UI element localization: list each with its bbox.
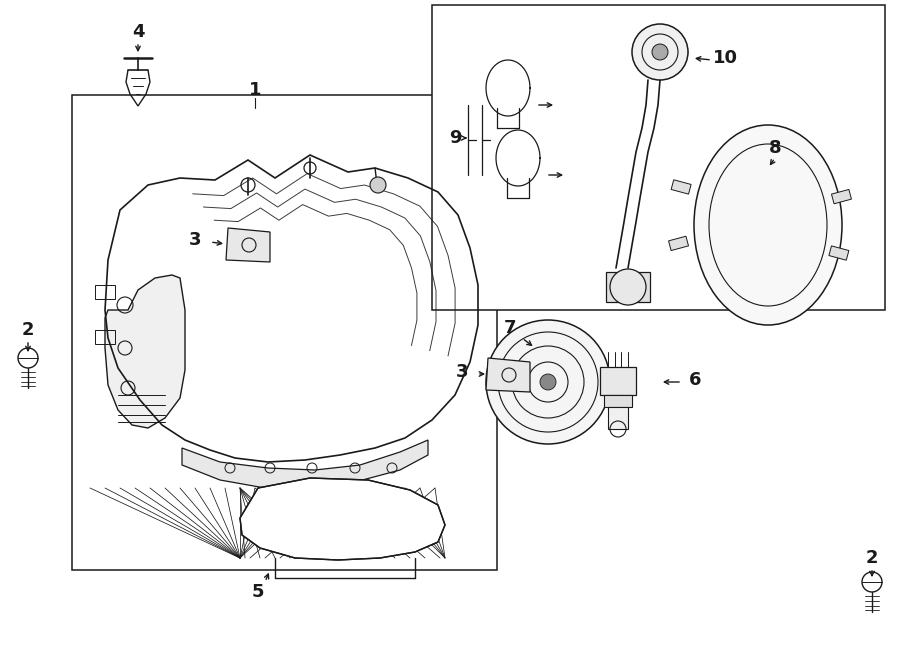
Circle shape [370, 177, 386, 193]
Text: 6: 6 [688, 371, 701, 389]
Text: 5: 5 [252, 583, 265, 601]
Text: 2: 2 [22, 321, 34, 339]
Bar [72, 95, 497, 570]
Text: 1: 1 [248, 81, 261, 99]
Text: 3: 3 [189, 231, 202, 249]
Ellipse shape [694, 125, 842, 325]
Bar [669, 236, 689, 251]
Polygon shape [182, 440, 428, 488]
Polygon shape [226, 228, 270, 262]
Circle shape [610, 269, 646, 305]
Text: 8: 8 [769, 139, 781, 157]
Text: 7: 7 [504, 319, 517, 337]
Bar [95, 285, 115, 299]
Bar [600, 367, 636, 395]
Circle shape [652, 44, 668, 60]
Bar [606, 272, 650, 302]
Bar [432, 5, 885, 310]
Bar [95, 330, 115, 344]
Polygon shape [105, 275, 185, 428]
Polygon shape [486, 358, 530, 392]
Text: 2: 2 [866, 549, 878, 567]
Text: 9: 9 [449, 129, 461, 147]
Bar [608, 407, 628, 429]
Text: 4: 4 [131, 23, 144, 41]
Text: 10: 10 [713, 49, 737, 67]
Polygon shape [240, 478, 445, 560]
Circle shape [540, 374, 556, 390]
Bar [832, 190, 851, 204]
Bar [829, 246, 849, 260]
Bar [671, 180, 691, 194]
Bar [604, 395, 632, 407]
Circle shape [632, 24, 688, 80]
Text: 3: 3 [455, 363, 468, 381]
Circle shape [486, 320, 610, 444]
